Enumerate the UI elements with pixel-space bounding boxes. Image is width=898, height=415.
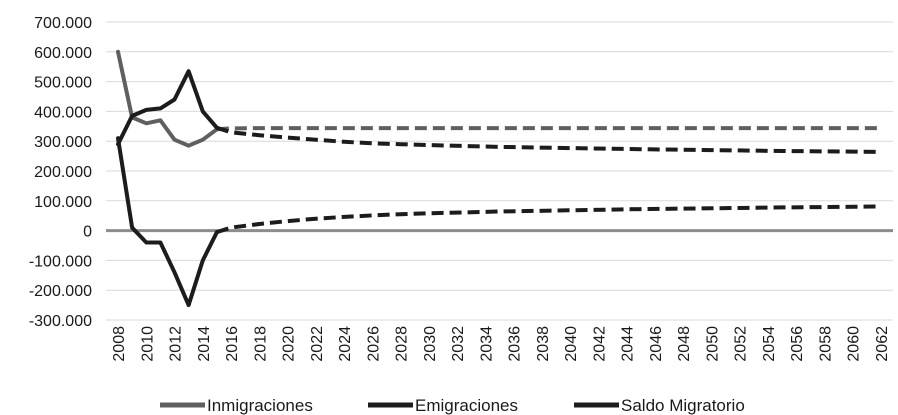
y-tick-label: 700.000 bbox=[34, 15, 92, 32]
x-tick-label: 2042 bbox=[591, 326, 608, 362]
y-tick-label: 0 bbox=[83, 224, 92, 241]
series-line-inmigraciones-projected bbox=[216, 126, 881, 132]
y-axis-tick-labels: 700.000 600.000 500.000 400.000 300.000 200.0… bbox=[29, 15, 92, 330]
x-tick-label: 2044 bbox=[620, 326, 637, 362]
y-tick-label: -200.000 bbox=[29, 283, 92, 300]
x-tick-label: 2020 bbox=[281, 326, 298, 362]
y-tick-label: -300.000 bbox=[29, 313, 92, 330]
x-tick-label: 2008 bbox=[111, 326, 128, 362]
legend: Inmigraciones Emigraciones Saldo Migratori… bbox=[160, 396, 745, 415]
x-tick-label: 2056 bbox=[789, 326, 806, 362]
x-tick-label: 2062 bbox=[874, 326, 891, 362]
y-tick-label: 500.000 bbox=[34, 75, 92, 92]
x-tick-label: 2048 bbox=[676, 326, 693, 362]
x-tick-label: 2040 bbox=[563, 326, 580, 362]
gridlines bbox=[106, 21, 893, 321]
series-line-emigraciones-projected bbox=[216, 125, 882, 154]
x-tick-label: 2054 bbox=[761, 326, 778, 362]
legend-label-saldo-migratorio: Saldo Migratorio bbox=[621, 396, 745, 415]
legend-label-emigraciones: Emigraciones bbox=[415, 396, 518, 415]
series-line-emigraciones-observed bbox=[116, 69, 219, 147]
x-tick-label: 2030 bbox=[422, 326, 439, 362]
y-tick-label: 300.000 bbox=[34, 134, 92, 151]
x-tick-label: 2032 bbox=[450, 326, 467, 362]
series-line-inmigraciones-observed bbox=[116, 49, 219, 148]
x-tick-label: 2052 bbox=[733, 326, 750, 362]
x-tick-label: 2036 bbox=[507, 326, 524, 362]
series-line-saldo-migratorio-observed bbox=[116, 136, 219, 308]
y-tick-label: 200.000 bbox=[34, 164, 92, 181]
y-tick-label: 400.000 bbox=[34, 104, 92, 121]
x-tick-label: 2034 bbox=[478, 326, 495, 362]
x-tick-label: 2026 bbox=[365, 326, 382, 362]
legend-label-inmigraciones: Inmigraciones bbox=[207, 396, 313, 415]
x-tick-label: 2016 bbox=[224, 326, 241, 362]
x-axis-tick-labels: 2008 2010 2012 2014 2016 2018 2020 2022 2024 2026… bbox=[111, 326, 891, 362]
y-tick-label: 100.000 bbox=[34, 194, 92, 211]
y-tick-label: -100.000 bbox=[29, 253, 92, 270]
x-tick-label: 2050 bbox=[704, 326, 721, 362]
x-tick-label: 2010 bbox=[139, 326, 156, 362]
x-tick-label: 2028 bbox=[394, 326, 411, 362]
x-tick-label: 2046 bbox=[648, 326, 665, 362]
x-tick-label: 2038 bbox=[535, 326, 552, 362]
x-tick-label: 2060 bbox=[846, 326, 863, 362]
x-tick-label: 2012 bbox=[168, 326, 185, 362]
series-lines bbox=[116, 49, 882, 308]
series-line-saldo-migratorio-projected bbox=[216, 204, 882, 235]
y-tick-label: 600.000 bbox=[34, 45, 92, 62]
x-tick-label: 2058 bbox=[817, 326, 834, 362]
x-tick-label: 2014 bbox=[196, 326, 213, 362]
x-tick-label: 2024 bbox=[337, 326, 354, 362]
x-tick-label: 2022 bbox=[309, 326, 326, 362]
x-tick-label: 2018 bbox=[252, 326, 269, 362]
